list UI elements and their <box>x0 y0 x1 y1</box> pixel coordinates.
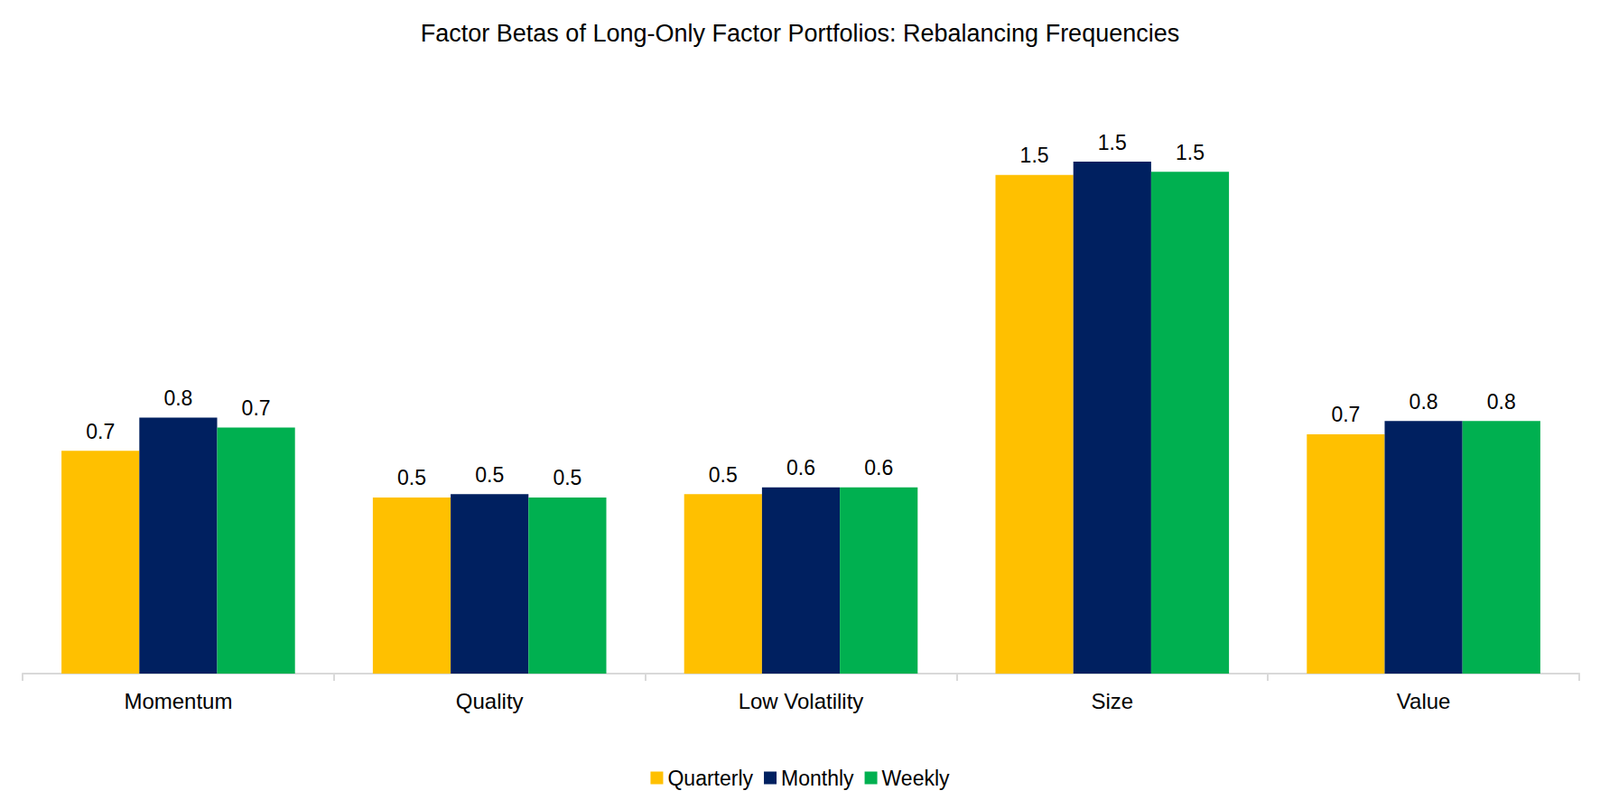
svg-text:1.5: 1.5 <box>1020 143 1050 168</box>
svg-text:0.6: 0.6 <box>864 455 894 480</box>
svg-text:1.5: 1.5 <box>1097 130 1127 155</box>
svg-text:Monthly: Monthly <box>781 766 855 791</box>
svg-text:0.8: 0.8 <box>163 386 193 410</box>
svg-text:Quarterly: Quarterly <box>667 766 754 791</box>
svg-text:0.5: 0.5 <box>474 463 504 487</box>
svg-text:0.5: 0.5 <box>708 463 738 487</box>
svg-text:Low Volatility: Low Volatility <box>738 688 865 714</box>
svg-text:Size: Size <box>1090 688 1134 714</box>
svg-text:Value: Value <box>1396 688 1452 714</box>
svg-text:0.5: 0.5 <box>552 465 582 490</box>
svg-text:Factor Betas of Long-Only Fact: Factor Betas of Long-Only Factor Portfol… <box>420 19 1180 47</box>
svg-text:Quality: Quality <box>455 688 524 714</box>
svg-text:1.5: 1.5 <box>1175 140 1205 165</box>
svg-text:0.7: 0.7 <box>1330 402 1360 427</box>
svg-text:0.7: 0.7 <box>241 396 271 420</box>
svg-text:0.7: 0.7 <box>85 419 115 444</box>
svg-text:Weekly: Weekly <box>882 766 950 791</box>
svg-text:0.5: 0.5 <box>397 465 427 490</box>
svg-text:0.6: 0.6 <box>786 455 816 480</box>
svg-text:0.8: 0.8 <box>1409 390 1439 414</box>
svg-text:0.8: 0.8 <box>1487 390 1517 414</box>
svg-text:Momentum: Momentum <box>123 688 233 714</box>
